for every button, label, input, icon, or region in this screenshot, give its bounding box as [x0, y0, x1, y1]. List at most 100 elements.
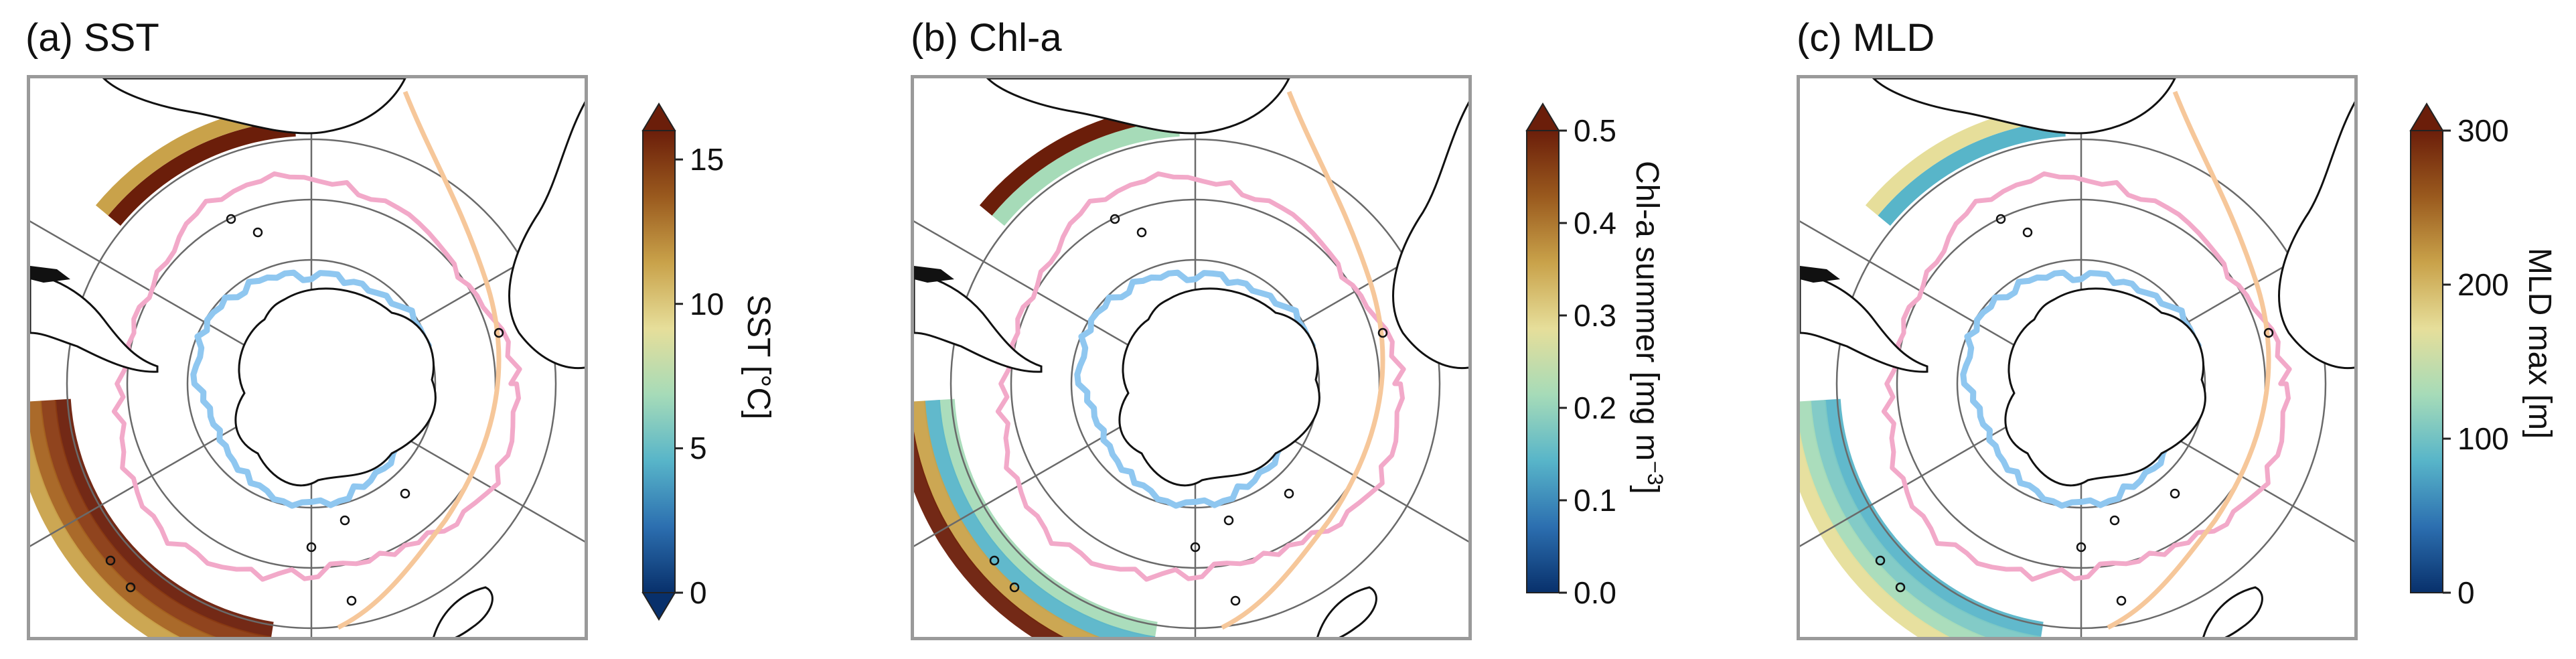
map-sst	[27, 75, 588, 640]
colorbar-label: SST [°C]	[741, 295, 776, 420]
tick-label: 100	[2457, 421, 2509, 456]
polar-map	[914, 78, 1468, 637]
island	[1377, 327, 1388, 338]
blue-front	[190, 269, 434, 509]
pink-front	[995, 171, 1406, 582]
island	[252, 227, 263, 238]
meridian-line	[1800, 220, 2027, 353]
tick-label: 0.0	[1574, 575, 1616, 610]
africa-landmass	[102, 78, 406, 135]
data-band	[1824, 398, 2044, 637]
island	[125, 582, 136, 593]
panel-title: (a) SST	[25, 16, 159, 60]
new-zealand-landmass	[2202, 586, 2263, 637]
meridian-line	[1249, 415, 1468, 543]
orange-front	[2107, 90, 2271, 630]
data-band	[1809, 399, 2042, 637]
pink-front	[111, 171, 522, 582]
colorbar-sst: 0 5 10 15	[641, 102, 724, 621]
antarctica-landmass	[2004, 287, 2206, 487]
island	[1223, 515, 1234, 526]
meridian-line	[2135, 415, 2354, 543]
island	[2022, 227, 2033, 238]
orange-front	[337, 90, 502, 630]
data-band	[914, 431, 1064, 637]
data-band	[914, 400, 1100, 637]
australia-landmass	[1392, 101, 1468, 370]
island	[1995, 214, 2006, 224]
island	[400, 488, 410, 499]
africa-landmass	[1872, 78, 2176, 135]
new-zealand-landmass	[1316, 586, 1377, 637]
island	[226, 214, 236, 224]
island	[2076, 542, 2087, 553]
data-band	[40, 399, 272, 637]
tick-label: 0.2	[1574, 390, 1616, 425]
south-america-landmass	[30, 271, 159, 373]
meridian-line	[914, 415, 1141, 547]
island	[346, 595, 357, 606]
meridian-line	[914, 220, 1141, 353]
tick-label: 300	[2457, 113, 2509, 148]
map-mld	[1797, 75, 2358, 640]
island	[2116, 595, 2127, 606]
island	[494, 327, 504, 338]
antarctica-landmass	[234, 287, 437, 487]
island	[1230, 595, 1241, 606]
data-band	[1800, 400, 1986, 637]
blue-front	[1960, 269, 2204, 509]
panel-title: (b) Chl-a	[911, 16, 1062, 60]
tick-label: 0.5	[1574, 113, 1616, 148]
island	[105, 555, 116, 566]
tick-label: 10	[690, 286, 725, 321]
island	[1136, 227, 1147, 238]
colorbar-gradient	[641, 102, 683, 621]
orange-front	[1221, 90, 1385, 630]
tick-label: 0.4	[1574, 206, 1616, 240]
meridian-line	[30, 415, 257, 547]
data-band	[30, 431, 180, 637]
tick-label: 0.3	[1574, 298, 1616, 333]
south-america-landmass	[1800, 271, 1928, 373]
pink-front	[1881, 171, 2292, 582]
island	[1190, 542, 1201, 553]
blue-front	[1074, 269, 1318, 509]
data-band	[923, 399, 1156, 637]
colorbar-mld: 0 100 200 300	[2409, 102, 2509, 608]
landmass-tip	[914, 266, 954, 283]
tick-label: 0	[690, 575, 707, 610]
polar-map	[30, 78, 585, 637]
data-band	[1800, 431, 1950, 637]
tick-label: 0	[2457, 575, 2475, 610]
colorbar-gradient	[1525, 102, 1567, 594]
australia-landmass	[2278, 101, 2354, 370]
meridian-line	[366, 415, 585, 543]
map-chl	[911, 75, 1472, 640]
data-band	[54, 398, 274, 637]
island	[1875, 555, 1886, 566]
island	[1110, 214, 1120, 224]
antarctica-landmass	[1118, 287, 1320, 487]
meridian-line	[30, 220, 257, 353]
island	[1895, 582, 1906, 593]
island	[339, 515, 350, 526]
colorbar-label: MLD max [m]	[2522, 248, 2557, 439]
new-zealand-landmass	[433, 586, 494, 637]
tick-label: 0.1	[1574, 483, 1616, 518]
polar-map	[1800, 78, 2354, 637]
island	[1284, 488, 1294, 499]
island	[1009, 582, 1020, 593]
colorbar-chl: 0.0 0.1 0.2 0.3 0.4 0.5	[1525, 102, 1616, 608]
landmass-tip	[1800, 266, 1840, 283]
panel-title: (c) MLD	[1797, 16, 1935, 60]
data-band	[938, 398, 1158, 637]
data-band	[30, 400, 216, 637]
africa-landmass	[986, 78, 1290, 135]
tick-label: 5	[690, 431, 707, 466]
south-america-landmass	[914, 271, 1043, 373]
tick-label: 15	[690, 142, 725, 177]
island	[306, 542, 317, 553]
island	[2109, 515, 2120, 526]
landmass-tip	[30, 266, 70, 283]
island	[2263, 327, 2274, 338]
